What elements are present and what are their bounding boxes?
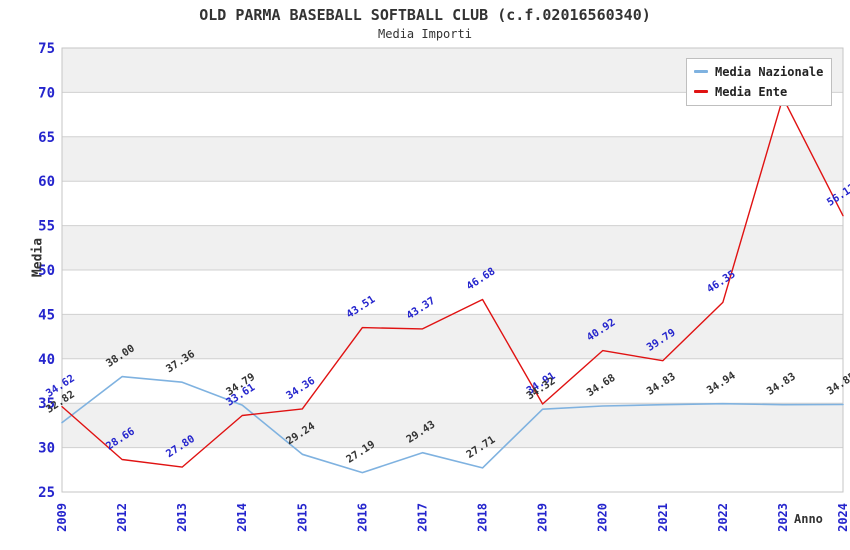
x-tick-label: 2023 — [776, 503, 790, 532]
series-line-media-ente — [61, 96, 844, 468]
y-tick-label: 60 — [38, 174, 55, 190]
legend-box: Media Nazionale Media Ente — [686, 58, 833, 106]
x-tick-label: 2022 — [716, 503, 730, 532]
grid-band — [62, 314, 843, 359]
chart-title: OLD PARMA BASEBALL SOFTBALL CLUB (c.f.02… — [199, 6, 651, 24]
legend-label: Media Ente — [715, 84, 788, 99]
y-tick-label: 25 — [38, 485, 55, 501]
grid-band — [62, 403, 843, 448]
grid-band — [62, 225, 843, 270]
x-tick-label: 2009 — [55, 503, 69, 532]
x-axis-title: Anno — [794, 512, 823, 526]
x-tick-label: 2018 — [476, 503, 490, 532]
y-tick-label: 45 — [38, 307, 55, 323]
y-tick-label: 75 — [38, 41, 55, 57]
y-axis-title: Media — [30, 237, 46, 278]
y-tick-label: 40 — [38, 352, 55, 368]
x-tick-label: 2013 — [175, 503, 189, 532]
chart-subtitle: Media Importi — [378, 27, 472, 41]
legend-label: Media Nazionale — [715, 64, 824, 79]
legend-swatch-blue-line-icon — [694, 70, 708, 73]
y-tick-label: 35 — [38, 396, 55, 412]
legend-item-media-ente: Media Ente — [694, 83, 823, 100]
plot-border — [61, 47, 844, 493]
y-tick-label: 55 — [38, 219, 55, 235]
x-tick-label: 2015 — [295, 503, 309, 532]
x-tick-label: 2017 — [415, 503, 429, 532]
x-tick-label: 2012 — [115, 503, 129, 532]
y-tick-label: 30 — [38, 441, 55, 457]
x-tick-label: 2014 — [235, 503, 249, 532]
x-tick-label: 2024 — [836, 503, 850, 532]
grid-band — [62, 181, 843, 226]
grid-band — [62, 447, 843, 492]
y-tick-label: 50 — [38, 263, 55, 279]
y-tick-label: 65 — [38, 130, 55, 146]
series-line-media-nazionale — [61, 375, 844, 474]
y-tick-label: 70 — [38, 85, 55, 101]
grid-band — [62, 270, 843, 315]
legend-swatch-red-line-icon — [694, 90, 708, 93]
x-tick-label: 2016 — [355, 503, 369, 532]
x-tick-label: 2020 — [596, 503, 610, 532]
grid-band — [62, 358, 843, 404]
x-tick-label: 2021 — [656, 503, 670, 532]
legend-item-media-nazionale: Media Nazionale — [694, 63, 823, 80]
x-tick-label: 2019 — [536, 503, 550, 532]
grid-band — [62, 136, 843, 182]
